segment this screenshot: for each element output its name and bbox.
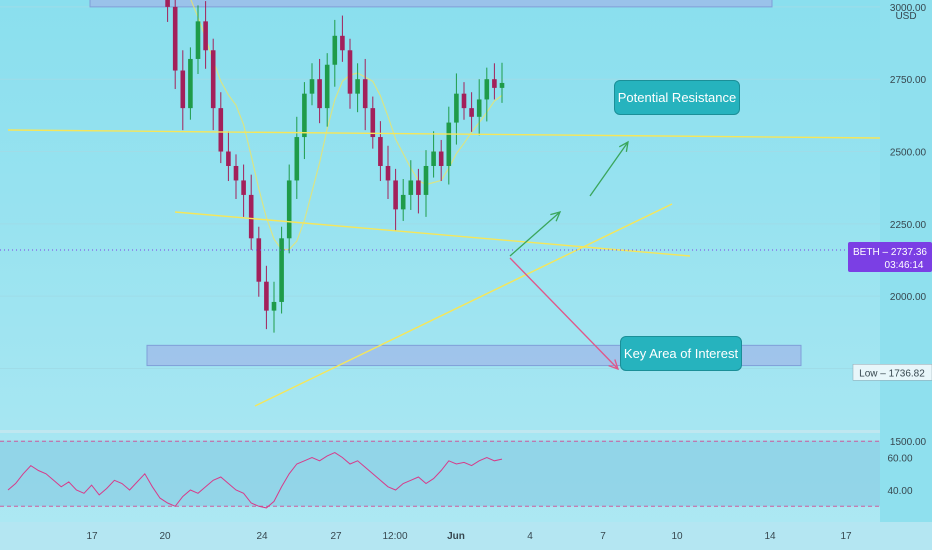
candle-body-21[interactable] [165, 0, 170, 7]
bullish-arrow-long [589, 140, 629, 197]
bearish-arrow-shaft [509, 257, 619, 370]
candle-body-40[interactable] [309, 79, 315, 94]
candle-body-23[interactable] [180, 70, 186, 109]
price-axis-currency: USD [895, 11, 916, 22]
candle-body-34[interactable] [264, 281, 269, 311]
candle-body-48[interactable] [370, 108, 376, 138]
oscillator-band [0, 441, 880, 507]
current-price-dash: – [880, 247, 891, 258]
current-price-symbol: BETH [853, 247, 880, 258]
candle-body-24[interactable] [188, 58, 193, 109]
candle-body-22[interactable] [172, 6, 178, 71]
candle-body-65[interactable] [499, 82, 505, 88]
candle-body-30[interactable] [233, 165, 239, 181]
candle-body-44[interactable] [340, 35, 345, 51]
candle-body-51[interactable] [393, 180, 398, 210]
oscillator-tick-0: 60.00 [887, 454, 912, 465]
price-tick-6: 2750.00 [890, 75, 927, 86]
bullish-arrow-long-shaft [589, 141, 629, 197]
candle-countdown: 03:46:14 [885, 260, 924, 271]
candle-body-36[interactable] [279, 238, 284, 302]
bearish-arrow-head [608, 359, 620, 371]
candle-body-53[interactable] [408, 180, 414, 195]
candle-body-64[interactable] [492, 79, 497, 88]
candle-body-35[interactable] [271, 301, 277, 311]
low-label-dash: – [878, 368, 889, 379]
bullish-arrow-short-shaft [509, 211, 561, 257]
price-tick-9: 2000.00 [890, 292, 927, 303]
candle-body-45[interactable] [347, 50, 353, 94]
time-tick-2: 24 [256, 531, 268, 542]
candles-group [165, 0, 505, 333]
oscillator-line[interactable] [7, 452, 503, 509]
price-tick-5: 3000.00 [890, 3, 927, 14]
time-tick-6: 4 [527, 531, 533, 542]
candle-body-32[interactable] [248, 194, 254, 239]
candle-body-55[interactable] [423, 165, 429, 195]
current-price-tag[interactable] [848, 242, 932, 272]
low-label-name: Low [859, 368, 878, 379]
pane-separator [0, 430, 880, 433]
candle-body-47[interactable] [362, 79, 368, 109]
candle-body-49[interactable] [378, 137, 383, 166]
bullish-arrow-short-head [550, 211, 562, 222]
price-tick-11: 1500.00 [890, 437, 927, 448]
candle-body-26[interactable] [203, 21, 208, 51]
candle-body-59[interactable] [454, 93, 459, 123]
low-label-value: 1736.82 [889, 368, 926, 379]
candle-body-62[interactable] [476, 99, 482, 117]
candle-body-60[interactable] [461, 93, 467, 109]
price-tick-8: 2250.00 [890, 220, 927, 231]
time-tick-7: 7 [600, 531, 606, 542]
candle-body-54[interactable] [416, 180, 421, 195]
key-area-of-interest-label[interactable]: Key Area of Interest [620, 336, 742, 371]
time-tick-5: Jun [447, 531, 465, 542]
time-tick-1: 20 [159, 531, 171, 542]
candle-body-43[interactable] [332, 35, 338, 65]
candle-body-41[interactable] [317, 79, 322, 109]
potential-resistance-label[interactable]: Potential Resistance [614, 80, 740, 115]
time-tick-4: 12:00 [382, 531, 407, 542]
zone-1[interactable] [89, 0, 773, 8]
candle-body-50[interactable] [385, 165, 391, 181]
bullish-arrow-long-head [618, 140, 629, 152]
time-tick-9: 14 [764, 531, 776, 542]
candle-body-56[interactable] [431, 151, 436, 166]
time-tick-10: 17 [840, 531, 852, 542]
time-tick-8: 10 [671, 531, 683, 542]
candle-body-28[interactable] [218, 108, 224, 152]
bearish-arrow [509, 257, 620, 371]
candle-body-31[interactable] [241, 180, 246, 195]
candle-body-42[interactable] [324, 64, 330, 109]
candle-body-37[interactable] [286, 180, 292, 239]
time-tick-0: 17 [86, 531, 98, 542]
current-price-value: 2737.36 [891, 247, 928, 258]
resistance-trend-line [7, 129, 881, 139]
descending-trend-line [174, 211, 691, 257]
price-tick-7: 2500.00 [890, 148, 927, 159]
current-price-text: BETH – 2737.36 [853, 247, 927, 258]
oscillator-tick-1: 40.00 [887, 486, 912, 497]
candle-body-63[interactable] [484, 79, 490, 100]
time-axis-background [0, 522, 932, 550]
candle-body-39[interactable] [302, 93, 307, 138]
candle-body-58[interactable] [446, 122, 452, 166]
candle-body-38[interactable] [294, 137, 300, 181]
low-label: Low – 1736.82 [859, 368, 925, 379]
candle-body-29[interactable] [226, 151, 231, 166]
candle-body-27[interactable] [210, 50, 216, 109]
candle-body-61[interactable] [469, 108, 474, 117]
ascending-trend-line [254, 203, 673, 407]
candle-body-57[interactable] [438, 151, 444, 166]
time-tick-3: 27 [330, 531, 342, 542]
candle-body-46[interactable] [355, 79, 360, 94]
candle-body-25[interactable] [195, 21, 201, 59]
candle-body-52[interactable] [400, 194, 406, 210]
low-label-box [852, 364, 932, 381]
bullish-arrow-short [509, 211, 562, 257]
candle-body-33[interactable] [256, 238, 262, 282]
